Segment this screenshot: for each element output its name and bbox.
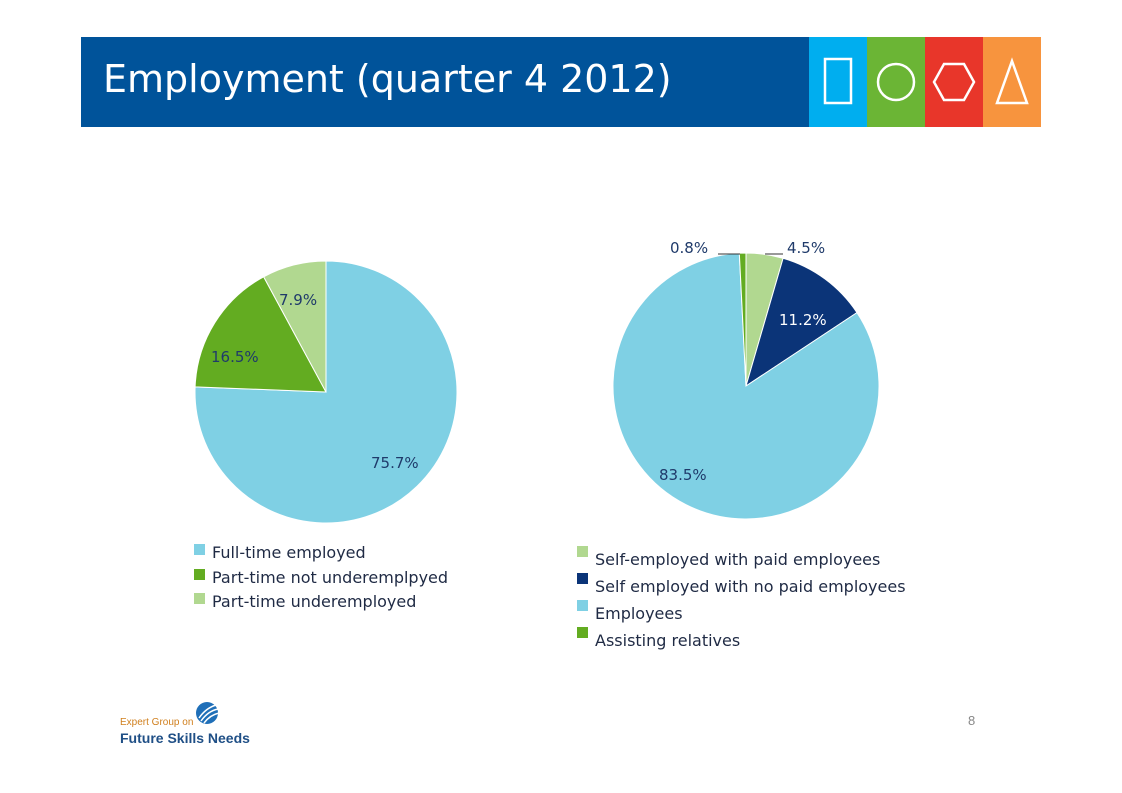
triangle-icon xyxy=(983,37,1041,127)
page-number: 8 xyxy=(968,713,976,728)
data-label: 0.8% xyxy=(670,239,708,257)
legend-label: Part-time underemployed xyxy=(212,592,417,611)
legend-swatch xyxy=(577,627,588,638)
logo-line1: Expert Group on xyxy=(120,717,194,728)
legend-label: Self-employed with paid employees xyxy=(595,550,881,569)
logo-line2: Future Skills Needs xyxy=(120,730,250,746)
page-title: Employment (quarter 4 2012) xyxy=(103,57,672,101)
pie-slice xyxy=(194,276,327,393)
data-label: 11.2% xyxy=(779,311,827,329)
legend-swatch xyxy=(577,546,588,557)
square-icon xyxy=(809,37,867,127)
data-label: 16.5% xyxy=(211,348,259,366)
legend-swatch xyxy=(577,600,588,611)
pie-slice xyxy=(745,257,858,388)
legend-swatch xyxy=(194,568,205,580)
hexagon-icon xyxy=(925,37,983,127)
legend-label: Part-time not underemplpyed xyxy=(212,567,449,587)
pie-slice xyxy=(612,252,880,520)
title-bar: Employment (quarter 4 2012) xyxy=(81,37,809,127)
legend-label: Self employed with no paid employees xyxy=(595,577,906,596)
legend-label: Full-time employed xyxy=(212,543,366,562)
legend-swatch xyxy=(194,544,205,555)
data-label: 75.7% xyxy=(371,454,419,472)
legend-swatch xyxy=(577,573,588,584)
legend-swatch xyxy=(194,593,205,604)
pie-slice xyxy=(738,252,747,387)
logo: Expert Group on Future Skills Needs xyxy=(120,700,260,750)
data-label: 83.5% xyxy=(659,466,707,484)
legend-label: Assisting relatives xyxy=(595,631,741,650)
logo-globe-icon xyxy=(196,702,220,724)
data-label: 4.5% xyxy=(787,239,825,257)
data-label: 7.9% xyxy=(279,291,317,309)
pie-slice xyxy=(262,260,327,393)
legend-label: Employees xyxy=(595,604,683,623)
circle-icon xyxy=(867,37,925,127)
